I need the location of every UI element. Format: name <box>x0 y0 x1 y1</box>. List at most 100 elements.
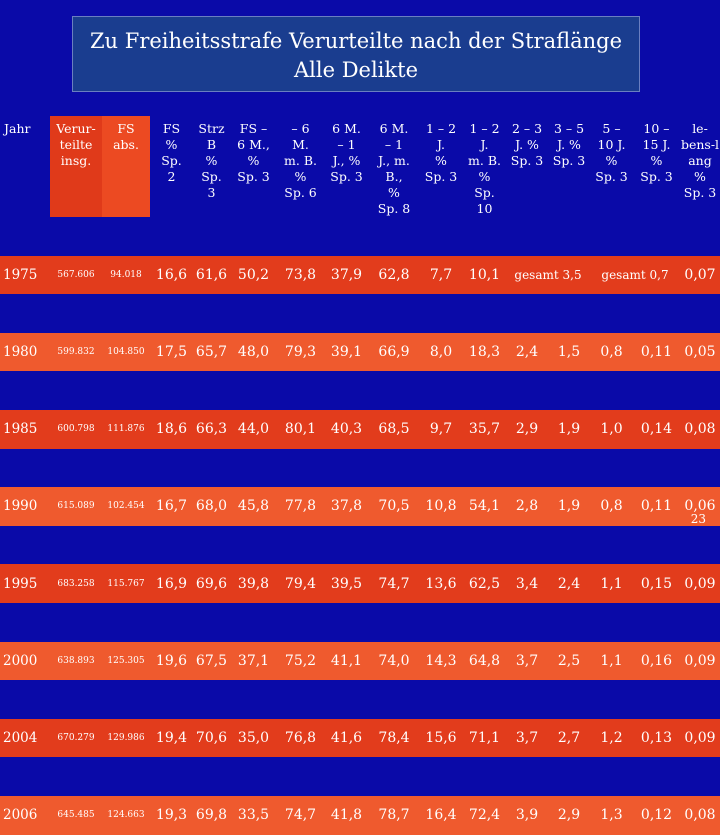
cell-value: 0,16 <box>633 641 680 681</box>
cell-value: 0,14 <box>633 409 680 449</box>
cell-value: 68,0 <box>193 487 230 526</box>
header-line: 6 M. <box>379 121 409 136</box>
cell-value: 74,0 <box>369 641 419 681</box>
cell-value: 2,9 <box>506 409 548 449</box>
cell-value: 18,3 <box>463 332 506 372</box>
cell-value: 50,2 <box>230 255 277 295</box>
header-line: 3 <box>207 185 216 200</box>
header-line: 5 – <box>602 121 621 136</box>
header-line: 3 – 5 <box>553 121 585 136</box>
header-line: J., m. <box>378 153 410 168</box>
cell-value: 70,5 <box>369 487 419 526</box>
cell-value: 74,7 <box>369 564 419 603</box>
cell-value: 3,9 <box>506 795 548 835</box>
header-line: insg. <box>60 153 92 168</box>
cell-value: 78,7 <box>369 795 419 835</box>
cell-year: 1975 <box>0 255 50 295</box>
cell-value: 70,6 <box>193 718 230 758</box>
title-line-1: Zu Freiheitsstrafe Verurteilte nach der … <box>89 29 623 53</box>
table-row: 2000 638.893 125.305 19,6 67,5 37,1 75,2 41,1 74… <box>0 641 720 681</box>
cell-year: 1980 <box>0 332 50 372</box>
page-number: 23 <box>690 512 706 526</box>
cell-value: 2,8 <box>506 487 548 526</box>
cell-value: 0,08 <box>680 795 720 835</box>
header-line: Sp. <box>201 169 222 184</box>
cell-value: 0,8 <box>590 487 633 526</box>
header-line: m. B. <box>468 153 501 168</box>
column-header: 3 – 5 J. % Sp. 3 <box>548 116 590 217</box>
cell-value: 41,1 <box>324 641 369 681</box>
header-line: J. <box>436 137 445 152</box>
cell-value: 40,3 <box>324 409 369 449</box>
cell-verurteilte: 567.606 <box>50 255 102 295</box>
cell-year: 2006 <box>0 795 50 835</box>
cell-value: 80,1 <box>277 409 324 449</box>
cell-value: 18,6 <box>150 409 193 449</box>
column-header: 6 M. – 1 J., % Sp. 3 <box>324 116 369 217</box>
column-header: Verur-teilte insg. <box>50 116 102 217</box>
title-line-2: Alle Delikte <box>294 58 418 82</box>
header-line: FS – <box>239 121 268 136</box>
cell-value: 68,5 <box>369 409 419 449</box>
cell-value: 2,5 <box>548 641 590 681</box>
cell-value: 19,6 <box>150 641 193 681</box>
header-line: ang <box>688 153 712 168</box>
cell-gesamt-2-5: gesamt 3,5 <box>506 255 590 295</box>
header-line: 2 <box>167 169 176 184</box>
header-line: 10 – <box>643 121 670 136</box>
header-line: 6 M. <box>332 121 361 136</box>
column-header: FS% Sp. 2 <box>150 116 193 217</box>
cell-value: 0,09 <box>680 718 720 758</box>
header-line: Verur- <box>56 121 96 136</box>
cell-value: 1,0 <box>590 409 633 449</box>
header-line: Sp. <box>161 153 182 168</box>
cell-value: 72,4 <box>463 795 506 835</box>
header-line: 10 <box>476 201 493 216</box>
cell-year: 1990 <box>0 487 50 526</box>
column-header: FS –6 M.,% Sp. 3 <box>230 116 277 217</box>
header-line: % <box>435 153 447 168</box>
cell-value: 62,8 <box>369 255 419 295</box>
header-line: Sp. 3 <box>683 185 717 200</box>
header-line: % <box>694 169 706 184</box>
header-line: 6 M., <box>237 137 270 152</box>
cell-value: 17,5 <box>150 332 193 372</box>
header-line: % <box>165 137 178 152</box>
table-row: 2006 645.485 124.663 19,3 69,8 33,5 74,7 41,8 78… <box>0 795 720 835</box>
header-line: Sp. 3 <box>640 169 673 184</box>
cell-value: 45,8 <box>230 487 277 526</box>
cell-value: 37,8 <box>324 487 369 526</box>
cell-value: 3,4 <box>506 564 548 603</box>
header-line: Jahr <box>4 121 31 136</box>
cell-value: 115.767 <box>102 564 150 603</box>
cell-value: 48,0 <box>230 332 277 372</box>
header-line: % <box>294 169 307 184</box>
cell-value: 0,05 <box>680 332 720 372</box>
cell-value: 3,7 <box>506 718 548 758</box>
cell-value: 54,1 <box>463 487 506 526</box>
cell-value: 7,7 <box>419 255 463 295</box>
cell-value: 71,1 <box>463 718 506 758</box>
table-body: 1975 567.606 94.018 16,6 61,6 50,2 73,8 … <box>0 217 720 835</box>
cell-value: 61,6 <box>193 255 230 295</box>
header-line: Sp. <box>474 185 495 200</box>
cell-value: 0,08 <box>680 409 720 449</box>
header-line: Sp. 3 <box>510 153 544 168</box>
cell-value: 600.798 <box>50 409 102 449</box>
header-line: J. <box>480 137 489 152</box>
cell-value: 0,09 <box>680 564 720 603</box>
cell-value: 2,9 <box>548 795 590 835</box>
cell-value: 39,8 <box>230 564 277 603</box>
header-line: Sp. 3 <box>424 169 458 184</box>
cell-value: 33,5 <box>230 795 277 835</box>
cell-value: 37,9 <box>324 255 369 295</box>
cell-value: 35,0 <box>230 718 277 758</box>
column-header: 10 –15 J.% Sp. 3 <box>633 116 680 217</box>
cell-value: 0,09 <box>680 641 720 681</box>
cell-value: 73,8 <box>277 255 324 295</box>
header-line: 15 J. <box>642 137 671 152</box>
header-line: Sp. 3 <box>552 153 586 168</box>
column-header: 1 – 2 J. m. B.% Sp. 10 <box>463 116 506 217</box>
table-row: 2004 670.279 129.986 19,4 70,6 35,0 76,8 41,6 78… <box>0 718 720 758</box>
cell-value: 0,13 <box>633 718 680 758</box>
